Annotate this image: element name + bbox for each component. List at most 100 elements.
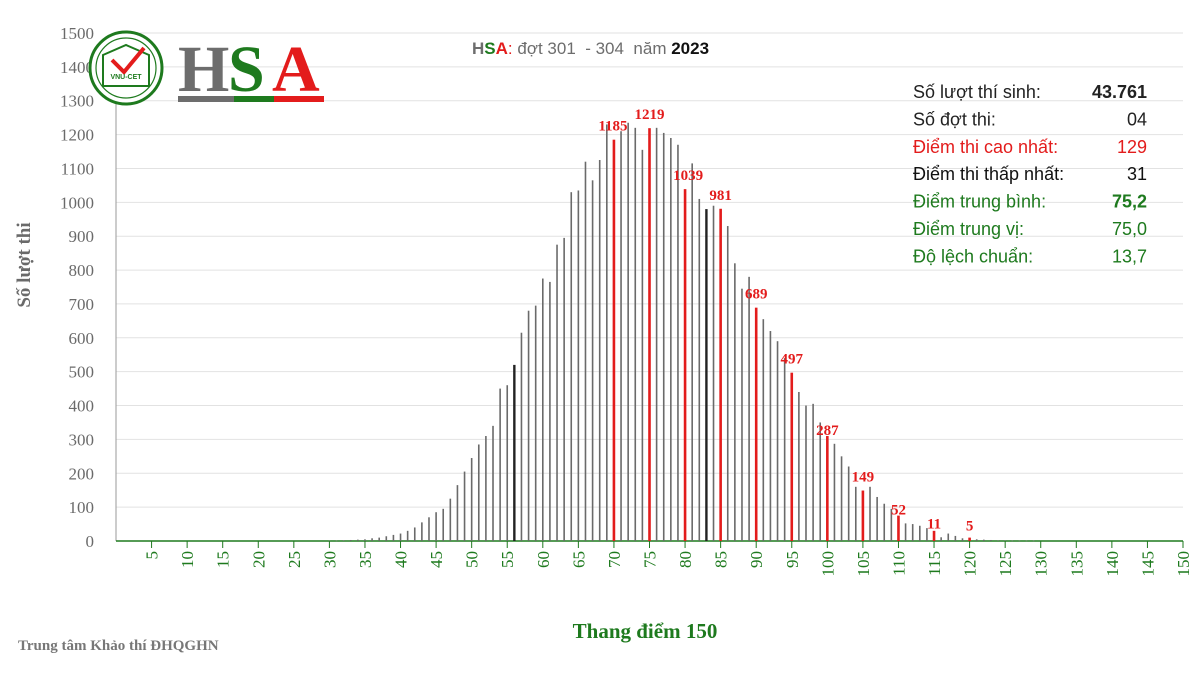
stat-value: 04	[1127, 109, 1147, 129]
bar	[570, 192, 573, 541]
bar	[683, 189, 687, 541]
bar	[769, 331, 772, 541]
stat-label: Điểm trung vị:	[913, 219, 1024, 239]
y-axis: 0 100 200 300 400 500 600 700 800 900 1000 1100 1200…	[60, 24, 117, 551]
data-label: 689	[745, 287, 768, 303]
y-tick-label: 900	[69, 227, 95, 246]
bar	[677, 144, 679, 541]
bar	[499, 388, 501, 541]
bar	[734, 263, 736, 541]
stat-label: Điểm trung bình:	[913, 192, 1046, 212]
logo-underline-red	[274, 96, 324, 102]
bar	[463, 471, 466, 541]
bar	[1032, 540, 1035, 542]
bar	[584, 161, 587, 541]
stat-value: 13,7	[1112, 246, 1147, 266]
bar	[798, 391, 800, 541]
stat-value: 129	[1117, 137, 1147, 157]
x-tick-label: 65	[569, 551, 588, 568]
bar	[719, 208, 722, 541]
x-tick-label: 20	[249, 551, 268, 568]
bar	[485, 436, 487, 541]
y-tick-label: 400	[69, 397, 95, 416]
bar	[470, 458, 473, 541]
x-axis: 5 10 15 20 25 30 35 40 45 50 55 60 65 70 75 80 85 90 95 100…	[116, 540, 1193, 577]
bar	[1011, 540, 1014, 542]
bar	[556, 244, 558, 541]
y-tick-label: 500	[69, 363, 95, 382]
x-tick-label: 135	[1067, 551, 1086, 577]
bar	[897, 515, 900, 541]
bar	[698, 198, 701, 542]
stat-label: Số lượt thí sinh:	[913, 82, 1041, 102]
bar	[741, 288, 743, 541]
bar	[840, 456, 843, 541]
y-tick-label: 1500	[60, 24, 94, 43]
bar	[449, 498, 452, 541]
bar	[655, 127, 658, 542]
bar	[783, 358, 786, 541]
bar	[869, 486, 871, 541]
bar	[591, 180, 594, 541]
data-label: 497	[781, 352, 804, 368]
bar	[620, 131, 622, 542]
bar	[442, 508, 445, 541]
stat-label: Điểm thi thấp nhất:	[913, 164, 1064, 184]
x-tick-label: 125	[996, 551, 1015, 577]
bar	[641, 149, 644, 541]
bar	[754, 307, 758, 541]
bar	[648, 128, 651, 541]
data-label: 1039	[673, 168, 703, 184]
bar	[385, 536, 388, 541]
x-tick-label: 145	[1138, 551, 1157, 577]
data-label: 11	[927, 516, 941, 532]
bar	[335, 540, 338, 542]
x-tick-label: 140	[1103, 551, 1122, 577]
x-tick-label: 100	[818, 551, 837, 577]
x-tick-label: 40	[392, 551, 411, 568]
stat-value: 75,2	[1112, 192, 1147, 212]
bar	[947, 533, 950, 541]
bar	[911, 524, 914, 541]
bar	[940, 537, 942, 541]
bar	[549, 281, 551, 541]
logo-underline-grey	[178, 96, 234, 102]
stats-panel: Số lượt thí sinh: 43.761 Số đợt thi: 04 Điểm…	[913, 82, 1147, 266]
bar	[833, 443, 836, 541]
bar	[606, 124, 608, 541]
x-tick-label: 70	[605, 551, 624, 568]
bar	[904, 523, 907, 541]
stat-value: 43.761	[1092, 82, 1147, 102]
x-tick-label: 85	[712, 551, 731, 568]
bar	[990, 539, 992, 541]
bar	[726, 226, 729, 542]
bar	[406, 530, 409, 541]
y-tick-label: 800	[69, 261, 95, 280]
bar	[876, 496, 878, 541]
bar	[975, 539, 978, 541]
y-tick-label: 1300	[60, 92, 94, 111]
bar	[776, 341, 779, 541]
x-tick-label: 15	[214, 551, 233, 568]
y-tick-label: 200	[69, 464, 95, 483]
y-axis-title: Số lượt thi	[14, 222, 35, 307]
x-tick-label: 35	[356, 551, 375, 568]
bar	[342, 540, 345, 541]
bar	[805, 405, 807, 541]
y-tick-label: 300	[69, 430, 95, 449]
bar	[349, 539, 352, 541]
bar	[627, 122, 629, 541]
y-tick-label: 0	[86, 532, 95, 551]
data-label: 149	[852, 470, 875, 486]
bar	[847, 466, 850, 541]
bar	[926, 528, 928, 541]
logo-letter-a: A	[272, 33, 320, 106]
y-tick-label: 1200	[60, 126, 94, 145]
y-tick-label: 100	[69, 498, 95, 517]
bar	[883, 503, 886, 541]
bar	[477, 444, 480, 541]
y-tick-label: 700	[69, 295, 95, 314]
bar	[790, 372, 794, 541]
bar	[520, 332, 523, 541]
bar	[662, 132, 665, 541]
